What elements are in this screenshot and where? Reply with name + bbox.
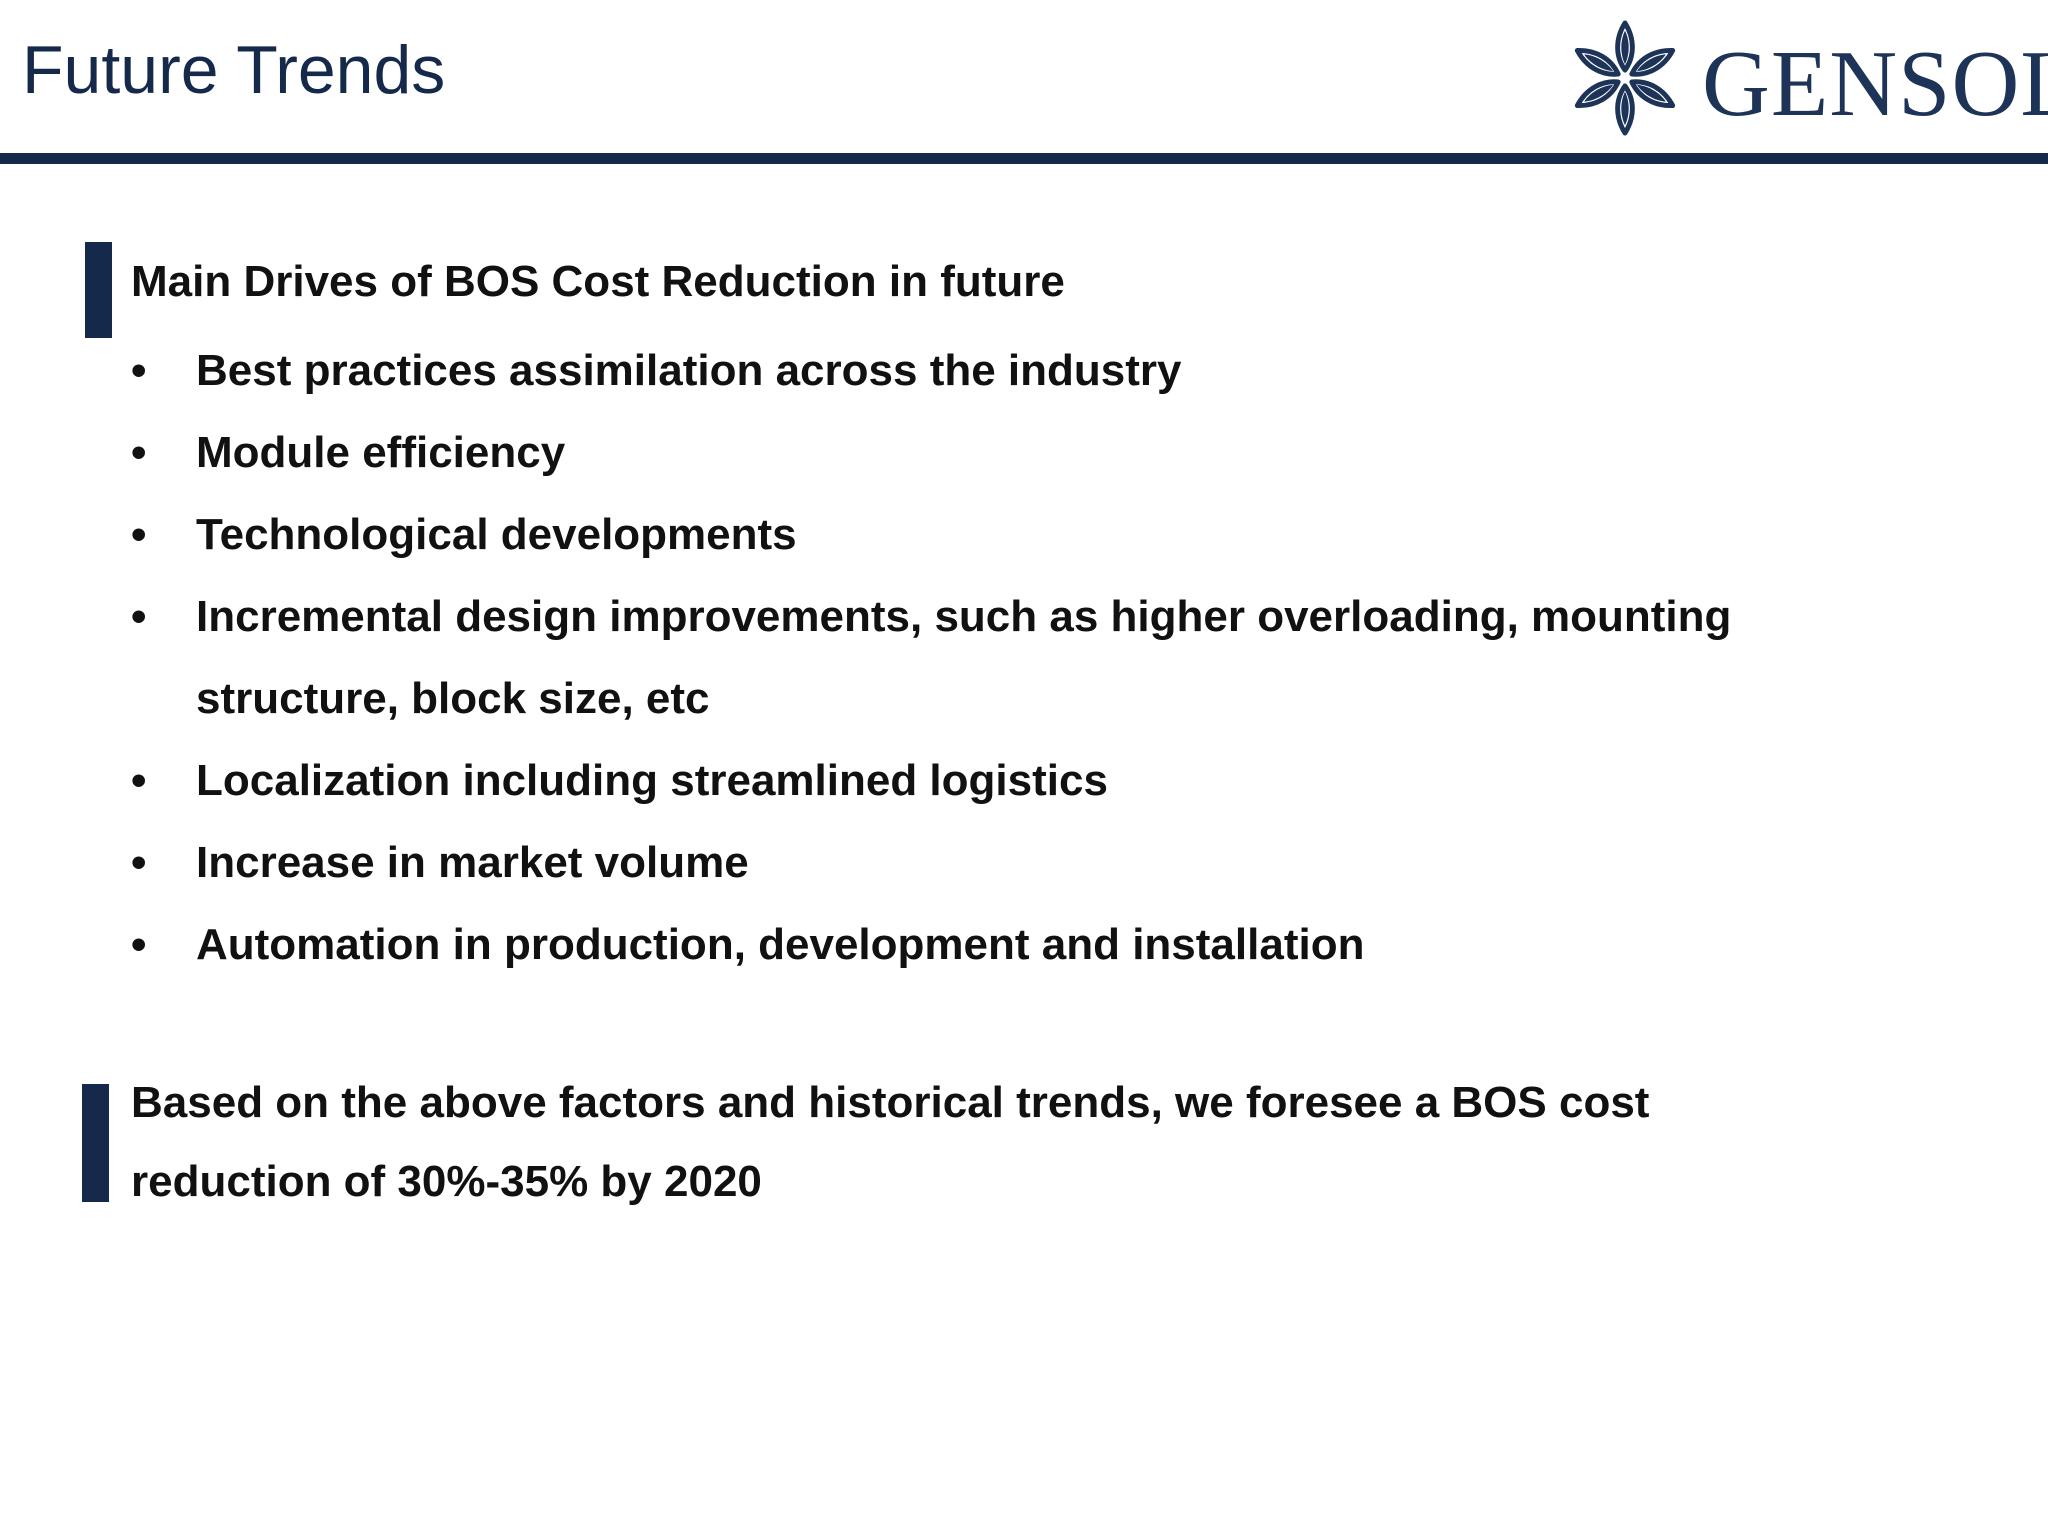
page-title: Future Trends bbox=[22, 32, 446, 108]
conclusion-accent-bar bbox=[82, 1084, 109, 1202]
bullet-text: Incremental design improvements, such as… bbox=[196, 592, 1732, 723]
bullet-text: Automation in production, development an… bbox=[196, 920, 1365, 969]
bullet-item: • Best practices assimilation across the… bbox=[131, 330, 1891, 412]
bullet-point: • bbox=[131, 920, 147, 969]
logo-text: GENSOL bbox=[1702, 32, 2048, 136]
bullet-point: • bbox=[131, 510, 147, 559]
heading-accent-bar bbox=[85, 242, 112, 338]
bullet-item: • Localization including streamlined log… bbox=[131, 740, 1891, 822]
section-heading: Main Drives of BOS Cost Reduction in fut… bbox=[131, 257, 1065, 306]
bullet-text: Module efficiency bbox=[196, 428, 566, 477]
bullet-point: • bbox=[131, 592, 147, 641]
header-divider bbox=[0, 153, 2048, 164]
bullet-item: • Automation in production, development … bbox=[131, 904, 1891, 986]
bullet-item: • Technological developments bbox=[131, 494, 1891, 576]
bullet-text: Localization including streamlined logis… bbox=[196, 756, 1108, 805]
bullet-point: • bbox=[131, 756, 147, 805]
bullet-list: • Best practices assimilation across the… bbox=[131, 330, 1891, 986]
bullet-text: Increase in market volume bbox=[196, 838, 749, 887]
bullet-text: Technological developments bbox=[196, 510, 797, 559]
bullet-item: • Module efficiency bbox=[131, 412, 1891, 494]
gensol-logo: GENSOL bbox=[1560, 14, 2048, 144]
bullet-item: • Increase in market volume bbox=[131, 822, 1891, 904]
bullet-item: • Incremental design improvements, such … bbox=[131, 576, 1891, 740]
conclusion-text: Based on the above factors and historica… bbox=[131, 1078, 1650, 1206]
bullet-point: • bbox=[131, 838, 147, 887]
flower-logo-icon bbox=[1574, 20, 1676, 136]
bullet-point: • bbox=[131, 428, 147, 477]
bullet-point: • bbox=[131, 346, 147, 395]
bullet-text: Best practices assimilation across the i… bbox=[196, 346, 1182, 395]
